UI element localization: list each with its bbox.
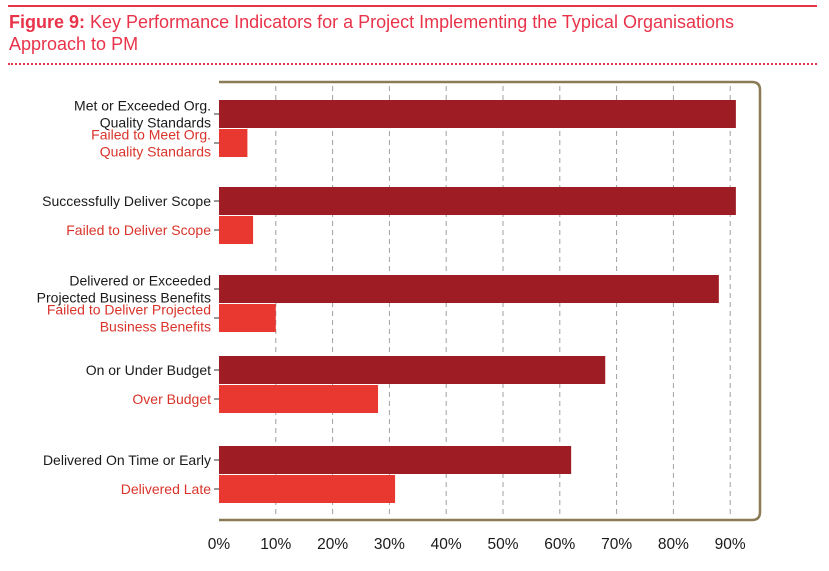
bar-2 bbox=[219, 129, 248, 157]
bar-1 bbox=[219, 100, 736, 128]
x-tick-label-90: 90% bbox=[715, 536, 746, 553]
x-tick-label-20: 20% bbox=[317, 536, 348, 553]
category-label-10: Delivered Late bbox=[121, 481, 211, 497]
x-tick-label-50: 50% bbox=[487, 536, 518, 553]
x-tick-label-30: 30% bbox=[374, 536, 405, 553]
category-label-3: Successfully Deliver Scope bbox=[42, 193, 211, 209]
figure-number: Figure 9: bbox=[9, 12, 86, 32]
category-label-2: Failed to Meet Org. Quality Standards bbox=[91, 127, 211, 160]
category-label-1: Met or Exceeded Org. Quality Standards bbox=[74, 98, 211, 131]
figure-title-text: Key Performance Indicators for a Project… bbox=[9, 12, 735, 54]
x-tick-label-60: 60% bbox=[544, 536, 575, 553]
x-tick-label-0: 0% bbox=[208, 536, 231, 553]
category-label-8: Over Budget bbox=[132, 391, 211, 407]
title-dotted-rule bbox=[8, 63, 817, 65]
top-rule bbox=[8, 5, 817, 7]
bar-3 bbox=[219, 187, 736, 215]
category-label-6: Failed to Deliver Projected Business Bene… bbox=[47, 302, 211, 335]
figure-title: Figure 9: Key Performance Indicators for… bbox=[9, 11, 809, 55]
category-label-7: On or Under Budget bbox=[86, 362, 211, 378]
category-label-4: Failed to Deliver Scope bbox=[66, 222, 211, 238]
category-label-5: Delivered or Exceeded Projected Business … bbox=[37, 273, 211, 306]
bar-6 bbox=[219, 304, 276, 332]
bar-7 bbox=[219, 356, 606, 384]
bar-5 bbox=[219, 275, 719, 303]
x-tick-label-10: 10% bbox=[260, 536, 291, 553]
category-label-9: Delivered On Time or Early bbox=[43, 452, 211, 468]
bar-10 bbox=[219, 475, 396, 503]
bar-8 bbox=[219, 385, 379, 413]
bar-4 bbox=[219, 216, 254, 244]
plot-frame bbox=[219, 80, 762, 522]
x-tick-label-40: 40% bbox=[431, 536, 462, 553]
x-tick-label-70: 70% bbox=[601, 536, 632, 553]
bar-9 bbox=[219, 446, 572, 474]
x-tick-label-80: 80% bbox=[658, 536, 689, 553]
